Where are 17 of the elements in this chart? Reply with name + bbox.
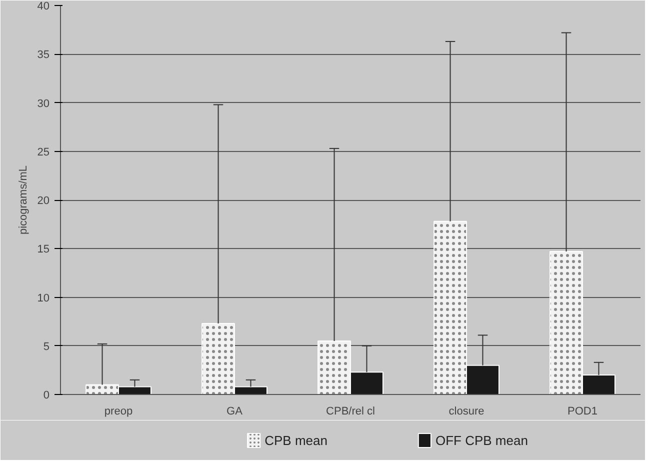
x-tick-label: POD1 [568, 406, 598, 418]
y-tick-label: 40 [37, 0, 50, 12]
y-tick-label: 10 [37, 292, 50, 304]
y-axis-title: picograms/mL [17, 165, 30, 235]
y-tick-label: 20 [37, 195, 50, 207]
x-tick-label: GA [226, 406, 244, 418]
x-tick-label: CPB/rel cl [326, 406, 375, 418]
legend-label: OFF CPB mean [435, 433, 528, 448]
legend-label: CPB mean [264, 433, 328, 448]
y-tick-label: 0 [43, 390, 50, 402]
y-tick-label: 35 [37, 49, 50, 62]
x-tick-label: closure [448, 406, 484, 418]
x-tick-label: preop [104, 406, 133, 418]
y-tick-label: 15 [37, 244, 50, 256]
y-tick-label: 30 [37, 98, 50, 110]
y-tick-label: 25 [37, 146, 50, 158]
y-tick-label: 5 [43, 340, 50, 353]
